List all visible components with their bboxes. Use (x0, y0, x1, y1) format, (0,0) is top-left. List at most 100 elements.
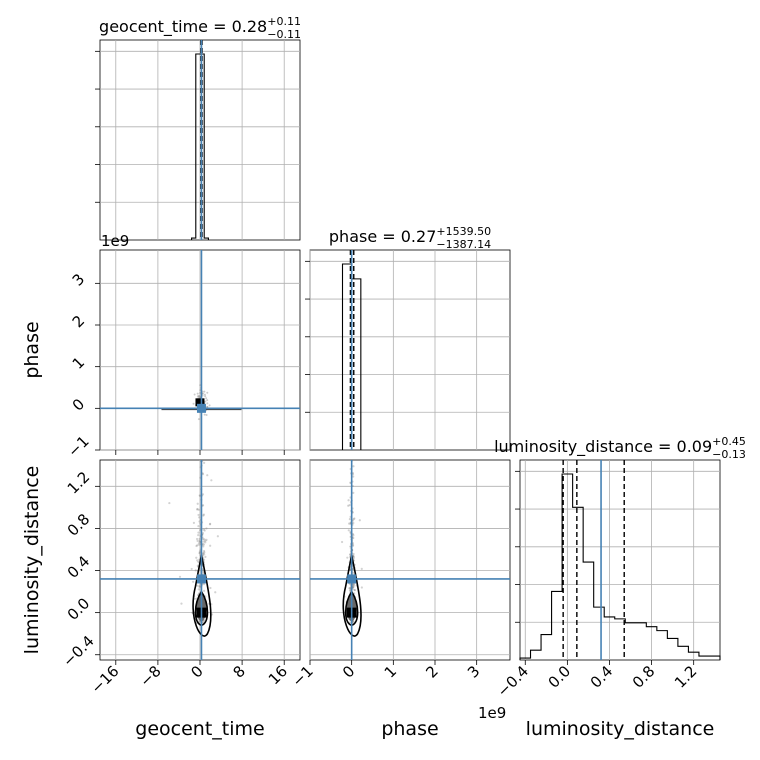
scatter-panel-geocent_time-vs-luminosity_distance-sample-point (195, 556, 198, 559)
scatter-panel-geocent_time-vs-luminosity_distance-sample-point (198, 540, 202, 543)
scatter-panel-phase-vs-luminosity_distance-sample-point (352, 536, 355, 540)
scatter-panel-geocent_time-vs-luminosity_distance-sample-point (192, 580, 195, 583)
scatter-panel-geocent_time-vs-luminosity_distance-sample-point (204, 555, 207, 558)
scatter-panel-geocent_time-vs-phase-sample-point (196, 392, 199, 395)
scatter-panel-geocent_time-vs-luminosity_distance-sample-point (196, 508, 199, 511)
scatter-panel-phase-vs-luminosity_distance-sample-point (349, 481, 352, 484)
scatter-panel-geocent_time-vs-luminosity_distance-sample-point (196, 539, 199, 543)
scatter-panel-phase-vs-luminosity_distance-sample-point (340, 540, 344, 544)
scatter-panel-phase-vs-luminosity_distance-sample-point (352, 586, 355, 589)
scatter-panel-geocent_time-vs-luminosity_distance-sample-point (196, 544, 199, 547)
scatter-panel-geocent_time-vs-luminosity_distance-truth-marker (196, 574, 206, 584)
scatter-panel-phase-vs-luminosity_distance-sample-point (346, 556, 349, 559)
scatter-panel-geocent_time-vs-luminosity_distance-sample-point (178, 575, 182, 578)
scatter-panel-geocent_time-vs-phase-sample-point (203, 413, 206, 416)
scatter-panel-geocent_time-vs-luminosity_distance-sample-point (197, 531, 200, 534)
panel-title-phase: phase = 0.27+1539.50 −1387.14 (329, 225, 491, 251)
scatter-panel-phase-vs-luminosity_distance (309, 459, 511, 665)
scatter-panel-geocent_time-vs-luminosity_distance-sample-point (197, 618, 200, 621)
scatter-panel-geocent_time-vs-luminosity_distance-sample-point (198, 584, 201, 587)
scatter-panel-geocent_time-vs-luminosity_distance-sample-point (216, 535, 219, 538)
scatter-panel-geocent_time-vs-luminosity_distance-sample-point (196, 564, 199, 567)
scatter-panel-geocent_time-vs-luminosity_distance-sample-point (193, 597, 196, 600)
scatter-panel-geocent_time-vs-luminosity_distance-sample-point (202, 571, 205, 574)
scatter-panel-geocent_time-vs-luminosity_distance-sample-point (196, 507, 199, 511)
scatter-panel-geocent_time-vs-phase-density-peak (195, 398, 205, 407)
scatter-panel-geocent_time-vs-phase-sample-point (204, 400, 207, 403)
xaxis-label-geocent_time: geocent_time (135, 718, 264, 740)
scatter-panel-phase-vs-luminosity_distance-sample-point (352, 465, 355, 468)
scatter-panel-geocent_time-vs-luminosity_distance-sample-point (192, 521, 196, 524)
scatter-panel-geocent_time-vs-phase-sample-point (205, 397, 208, 400)
scatter-panel-phase-vs-luminosity_distance-sample-point (348, 503, 351, 507)
scatter-panel-geocent_time-vs-luminosity_distance-sample-point (210, 479, 213, 482)
scatter-panel-geocent_time-vs-phase-sample-point (203, 390, 206, 393)
scatter-panel-geocent_time-vs-phase-content (100, 250, 300, 450)
hist-panel-phase (305, 249, 511, 451)
scatter-panel-geocent_time-vs-luminosity_distance-sample-point (201, 504, 205, 507)
xaxis-label-phase: phase (381, 718, 438, 740)
scatter-panel-geocent_time-vs-phase-sample-point (204, 395, 207, 398)
scatter-panel-geocent_time-vs-luminosity_distance-sample-point (197, 588, 200, 591)
scatter-panel-geocent_time-vs-luminosity_distance-sample-point (209, 586, 212, 590)
scatter-panel-geocent_time-vs-luminosity_distance-sample-point (205, 538, 208, 541)
scatter-panel-geocent_time-vs-luminosity_distance-sample-point (198, 550, 201, 553)
scatter-panel-geocent_time-vs-luminosity_distance-sample-point (206, 474, 209, 477)
scatter-panel-phase-vs-luminosity_distance-sample-point (348, 587, 351, 590)
scatter-panel-phase-vs-luminosity_distance-sample-point (352, 475, 355, 478)
scatter-panel-phase-vs-luminosity_distance-sample-point (352, 552, 355, 556)
yaxis-label-phase: phase (21, 321, 43, 378)
scatter-panel-phase-vs-luminosity_distance-sample-point (352, 491, 355, 494)
scatter-panel-phase-vs-luminosity_distance-sample-point (352, 556, 355, 560)
scatter-panel-geocent_time-vs-luminosity_distance-sample-point (201, 552, 204, 555)
scatter-panel-geocent_time-vs-phase-sample-point (206, 391, 209, 394)
scatter-panel-phase-vs-luminosity_distance-sample-point (352, 584, 355, 588)
scatter-panel-geocent_time-vs-luminosity_distance-sample-point (198, 537, 201, 541)
scatter-panel-phase-vs-luminosity_distance-sample-point (352, 620, 355, 623)
scatter-panel-geocent_time-vs-luminosity_distance-sample-point (197, 508, 200, 511)
scatter-panel-geocent_time-vs-luminosity_distance-sample-point (201, 531, 204, 535)
scatter-panel-phase-vs-luminosity_distance-sample-point (352, 534, 355, 537)
panels-layer (95, 39, 721, 665)
scatter-panel-geocent_time-vs-luminosity_distance-sample-point (204, 539, 207, 542)
scatter-panel-geocent_time-vs-luminosity_distance-sample-point (197, 542, 200, 545)
scatter-panel-phase-vs-luminosity_distance-contour-outer (342, 554, 362, 637)
scatter-panel-geocent_time-vs-luminosity_distance-sample-point (196, 584, 199, 587)
offset-label-phase-row: 1e9 (101, 232, 129, 250)
scatter-panel-phase-vs-luminosity_distance-sample-point (353, 588, 356, 592)
scatter-panel-geocent_time-vs-luminosity_distance-sample-point (202, 538, 205, 541)
scatter-panel-phase-vs-luminosity_distance-sample-point (352, 582, 355, 586)
scatter-panel-geocent_time-vs-luminosity_distance-sample-point (180, 602, 183, 605)
scatter-panel-geocent_time-vs-phase-sample-point (198, 395, 201, 398)
scatter-panel-phase-vs-luminosity_distance-sample-point (353, 588, 356, 592)
scatter-panel-phase-vs-luminosity_distance-sample-point (360, 567, 363, 571)
hist-panel-geocent_time (95, 39, 301, 241)
scatter-panel-geocent_time-vs-luminosity_distance-sample-point (196, 559, 199, 562)
scatter-panel-geocent_time-vs-phase-sample-point (199, 392, 202, 395)
scatter-panel-phase-vs-luminosity_distance-sample-point (351, 519, 355, 522)
scatter-panel-geocent_time-vs-luminosity_distance-sample-point (203, 583, 206, 586)
scatter-panel-geocent_time-vs-luminosity_distance-sample-point (202, 543, 206, 546)
scatter-panel-geocent_time-vs-luminosity_distance-sample-point (208, 523, 212, 526)
scatter-panel-phase-vs-luminosity_distance-sample-point (347, 499, 350, 502)
scatter-panel-geocent_time-vs-luminosity_distance (95, 459, 301, 665)
xaxis-label-luminosity_distance: luminosity_distance (526, 718, 715, 740)
scatter-panel-geocent_time-vs-luminosity_distance-sample-point (198, 585, 201, 588)
scatter-panel-phase-vs-luminosity_distance-sample-point (348, 522, 351, 525)
scatter-panel-phase-vs-luminosity_distance-sample-point (358, 519, 361, 522)
scatter-panel-geocent_time-vs-luminosity_distance-sample-point (202, 551, 205, 555)
scatter-panel-geocent_time-vs-luminosity_distance-sample-point (197, 513, 200, 517)
scatter-panel-geocent_time-vs-luminosity_distance-sample-point (195, 537, 199, 541)
scatter-panel-geocent_time-vs-luminosity_distance-sample-point (196, 502, 199, 505)
scatter-panel-geocent_time-vs-phase-sample-point (206, 405, 209, 408)
scatter-panel-geocent_time-vs-luminosity_distance-sample-point (199, 494, 202, 497)
scatter-panel-phase-vs-luminosity_distance-truth-marker (347, 574, 357, 584)
scatter-panel-geocent_time-vs-luminosity_distance-sample-point (168, 501, 171, 505)
scatter-panel-geocent_time-vs-phase-sample-point (198, 394, 201, 397)
scatter-panel-geocent_time-vs-phase-truth-marker (196, 403, 206, 413)
scatter-panel-geocent_time-vs-luminosity_distance-sample-point (203, 461, 206, 464)
scatter-panel-geocent_time-vs-luminosity_distance-sample-point (195, 544, 198, 548)
scatter-panel-geocent_time-vs-phase-sample-point (193, 393, 196, 396)
scatter-panel-phase-vs-luminosity_distance-sample-point (347, 504, 350, 507)
